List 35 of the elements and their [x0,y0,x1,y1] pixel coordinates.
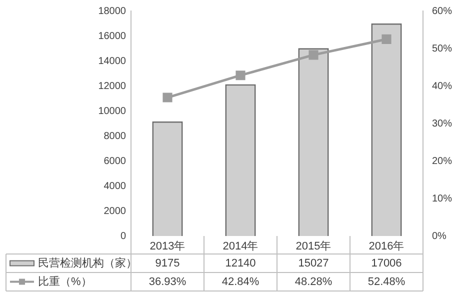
point [236,70,246,80]
point [162,92,172,102]
data-label: 9175 [155,257,180,270]
y2-tick-label: 20% [432,156,452,167]
y-tick-label: 10000 [98,106,126,117]
y-tick-label: 12000 [98,80,126,92]
x-tick-label: 2014年 [222,240,258,253]
legend-label: 比重（%） [38,274,92,288]
data-label: 52.48% [368,276,406,288]
x-tick-label: 2013年 [150,240,186,253]
y2-tick-label: 10% [432,193,452,204]
y-tick-label: 14000 [98,56,126,67]
y-tick-label: 6000 [104,156,126,167]
y-tick-label: 16000 [98,30,126,42]
data-label: 15027 [298,257,329,270]
y2-tick-label: 60% [432,6,452,17]
data-label: 17006 [371,257,402,270]
y2-tick-label: 30% [432,118,452,130]
y-tick-label: 2000 [104,206,126,217]
data-label: 48.28% [294,276,332,288]
point [308,50,318,60]
y-tick-label: 4000 [104,180,126,192]
x-tick-label: 2016年 [368,240,404,253]
point [382,34,392,44]
y-tick-label: 0 [120,230,126,242]
y-tick-label: 8000 [104,130,126,142]
legend-label: 民营检测机构（家） [38,256,137,270]
y-tick-label: 18000 [98,6,126,17]
y2-tick-label: 50% [432,43,452,54]
x-tick-label: 2015年 [296,240,332,253]
y2-tick-label: 0% [432,230,447,242]
data-label: 12140 [225,257,256,270]
data-label: 36.93% [148,276,186,288]
y2-tick-label: 40% [432,80,452,92]
data-label: 42.84% [222,276,260,288]
